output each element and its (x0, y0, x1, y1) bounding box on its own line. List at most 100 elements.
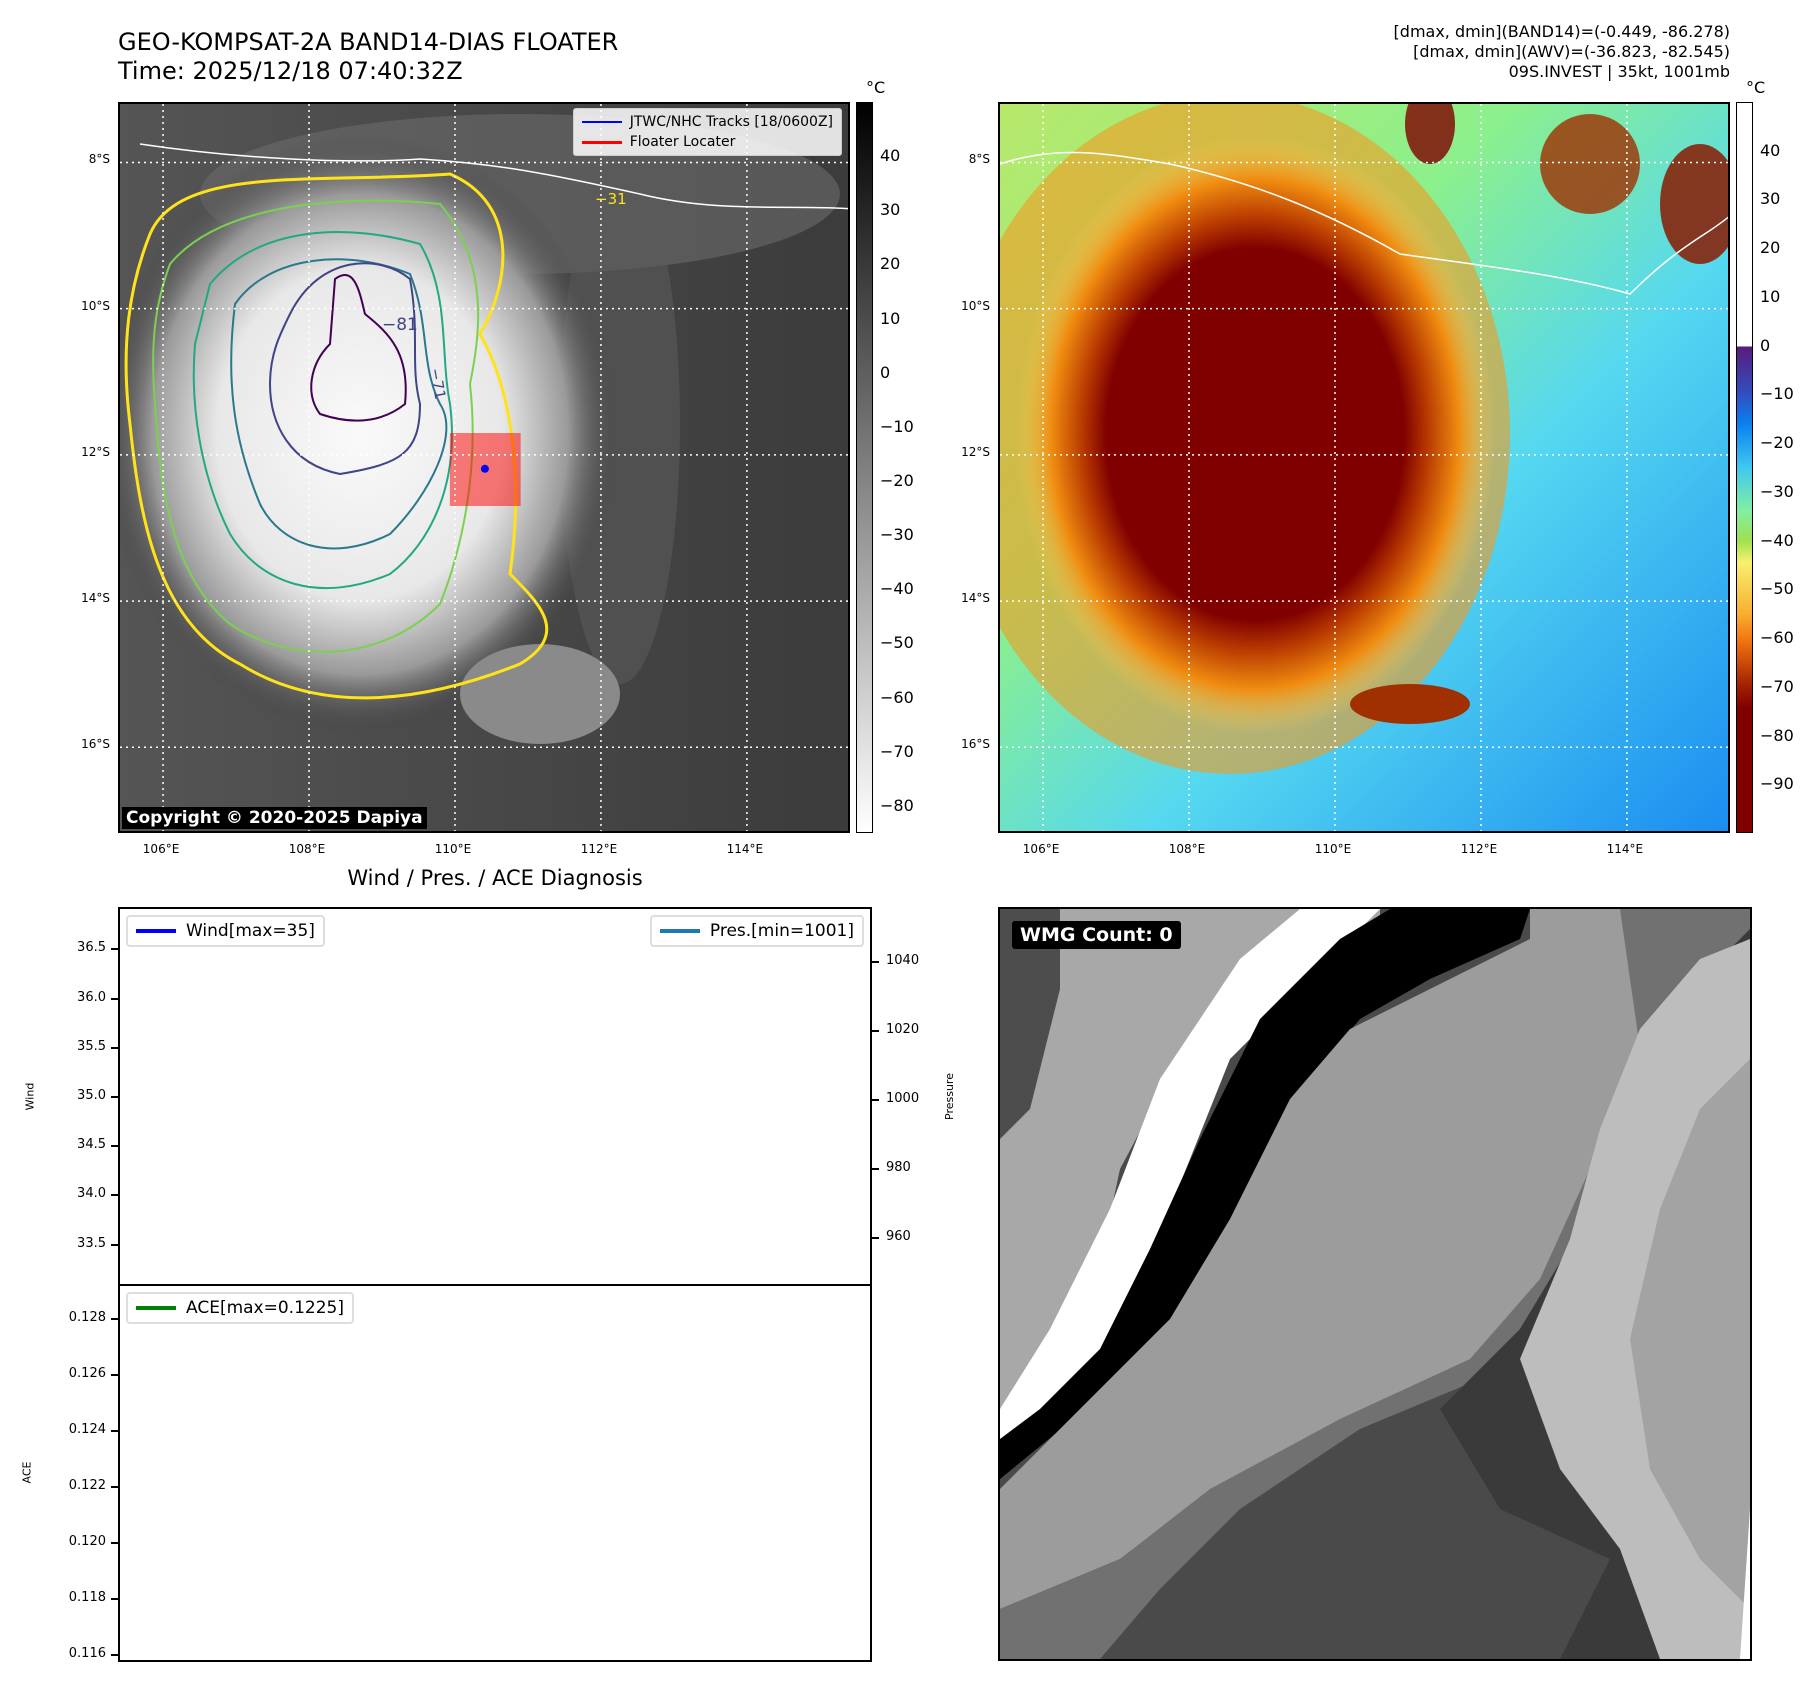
y-tick-label: 36.5 (77, 940, 106, 956)
info-block: [dmax, dmin](BAND14)=(-0.449, -86.278) [… (1394, 22, 1730, 82)
colorbar-tick-label: −50 (880, 633, 914, 653)
y-tick-mark (872, 961, 879, 964)
colorbar-tick-label: −10 (880, 416, 914, 436)
legend-item-floater: Floater Locater (581, 132, 833, 152)
lat-tick-label: 16°S (81, 737, 110, 752)
y-tick-label: 960 (886, 1228, 911, 1244)
contour-label-31: −31 (595, 190, 627, 208)
y-tick-label: 0.128 (68, 1310, 106, 1325)
wind-legend-label: Wind[max=35] (186, 921, 315, 941)
colorbar-tick-label: 20 (880, 254, 901, 274)
y-tick-label: 33.5 (77, 1235, 106, 1251)
y-tick-mark (872, 1098, 879, 1101)
copyright: Copyright © 2020-2025 Dapiya (122, 807, 427, 829)
colorbar-tick-label: 0 (1760, 335, 1771, 355)
y-tick-mark (111, 1654, 118, 1656)
band14-ir-map: −81 −71 −31 JTWC/NHC Tracks [18/0600Z] F… (118, 102, 850, 833)
lon-tick-label: 106°E (142, 842, 180, 856)
y-tick-label: 980 (886, 1159, 911, 1175)
colorbar-tick-label: −60 (880, 687, 914, 707)
y-tick-mark (872, 1236, 879, 1239)
pressure-axis-label: Pressure (942, 1072, 956, 1120)
lat-tick-label: 10°S (81, 298, 110, 313)
colorbar-tick-label: 10 (880, 308, 901, 328)
colorbar-tick-label: −50 (1760, 579, 1794, 599)
wind-pressure-plot: Wind[max=35] Pres.[min=1001] (118, 907, 872, 1286)
contour-label-81: −81 (382, 315, 418, 335)
colorbar-tick-label: −20 (1760, 433, 1794, 453)
legend-item-tracks: JTWC/NHC Tracks [18/0600Z] (581, 112, 833, 132)
ace-legend: ACE[max=0.1225] (126, 1292, 354, 1324)
band14-range: [dmax, dmin](BAND14)=(-0.449, -86.278) (1393, 22, 1730, 41)
colorbar-left (856, 102, 873, 833)
y-tick-mark (111, 1145, 118, 1148)
y-tick-mark (111, 1486, 118, 1488)
y-tick-mark (111, 1542, 118, 1544)
y-tick-label: 1000 (886, 1090, 920, 1106)
y-tick-label: 0.122 (68, 1478, 106, 1493)
colorbar-tick-label: −60 (1760, 628, 1794, 648)
colorbar-left-unit: °C (866, 78, 886, 97)
awv-enhanced-map (998, 102, 1730, 833)
colorbar-tick-label: 0 (880, 362, 891, 382)
colorbar-right (1736, 102, 1753, 833)
colorbar-tick-label: −30 (1760, 481, 1794, 501)
y-tick-label: 0.118 (68, 1590, 106, 1605)
track-point (480, 464, 489, 473)
colorbar-tick-label: 30 (880, 200, 901, 220)
y-tick-mark (872, 1167, 879, 1170)
y-tick-mark (111, 948, 118, 951)
y-tick-label: 1040 (886, 953, 920, 969)
wmg-imagery (1000, 909, 1750, 1659)
y-tick-mark (111, 997, 118, 1000)
lat-tick-label: 16°S (961, 737, 990, 752)
ace-legend-label: ACE[max=0.1225] (186, 1298, 344, 1318)
y-tick-mark (111, 1095, 118, 1098)
lat-tick-label: 10°S (961, 298, 990, 313)
colorbar-right-unit: °C (1746, 78, 1766, 97)
track-line-icon (581, 121, 622, 123)
pressure-legend-label: Pres.[min=1001] (709, 921, 854, 941)
colorbar-tick-label: 10 (1760, 286, 1781, 306)
y-tick-label: 0.124 (68, 1422, 106, 1437)
ace-line-icon (136, 1306, 176, 1310)
y-tick-label: 1020 (886, 1022, 920, 1038)
awv-imagery (1000, 104, 1728, 831)
colorbar-tick-label: −80 (880, 795, 914, 815)
lon-tick-label: 110°E (1314, 842, 1352, 856)
lat-tick-label: 8°S (88, 152, 110, 167)
colorbar-tick-label: −40 (1760, 530, 1794, 550)
colorbar-tick-label: −40 (880, 579, 914, 599)
pressure-line-icon (659, 929, 700, 933)
lat-tick-label: 12°S (81, 444, 110, 459)
y-tick-mark (111, 1598, 118, 1600)
y-tick-label: 35.5 (77, 1038, 106, 1054)
colorbar-tick-label: −30 (880, 525, 914, 545)
lat-tick-label: 14°S (81, 591, 110, 606)
wmg-count-badge: WMG Count: 0 (1012, 921, 1181, 949)
figure-title: GEO-KOMPSAT-2A BAND14-DIAS FLOATER Time:… (118, 28, 618, 86)
lon-tick-label: 110°E (434, 842, 472, 856)
y-tick-label: 0.116 (68, 1646, 106, 1661)
lat-tick-label: 14°S (961, 591, 990, 606)
lon-tick-label: 108°E (1168, 842, 1206, 856)
gridlines (1000, 104, 1728, 831)
y-tick-mark (111, 1318, 118, 1320)
y-tick-label: 34.5 (77, 1137, 106, 1153)
map-legend: JTWC/NHC Tracks [18/0600Z] Floater Locat… (572, 108, 842, 156)
legend-label: Floater Locater (629, 134, 736, 150)
wmg-panel: WMG Count: 0 (998, 907, 1752, 1661)
y-tick-label: 36.0 (77, 989, 106, 1005)
y-tick-mark (111, 1194, 118, 1197)
colorbar-tick-label: −10 (1760, 384, 1794, 404)
lon-tick-label: 106°E (1022, 842, 1060, 856)
ace-plot: ACE[max=0.1225] (118, 1284, 872, 1662)
awv-range: [dmax, dmin](AWV)=(-36.823, -82.545) (1413, 42, 1730, 61)
y-tick-label: 35.0 (77, 1087, 106, 1103)
gridlines (120, 104, 848, 831)
title-line-2: Time: 2025/12/18 07:40:32Z (118, 57, 463, 85)
y-tick-mark (111, 1374, 118, 1376)
lon-tick-label: 114°E (1606, 842, 1644, 856)
diagnosis-title: Wind / Pres. / ACE Diagnosis (347, 866, 643, 890)
y-tick-label: 34.0 (77, 1186, 106, 1202)
